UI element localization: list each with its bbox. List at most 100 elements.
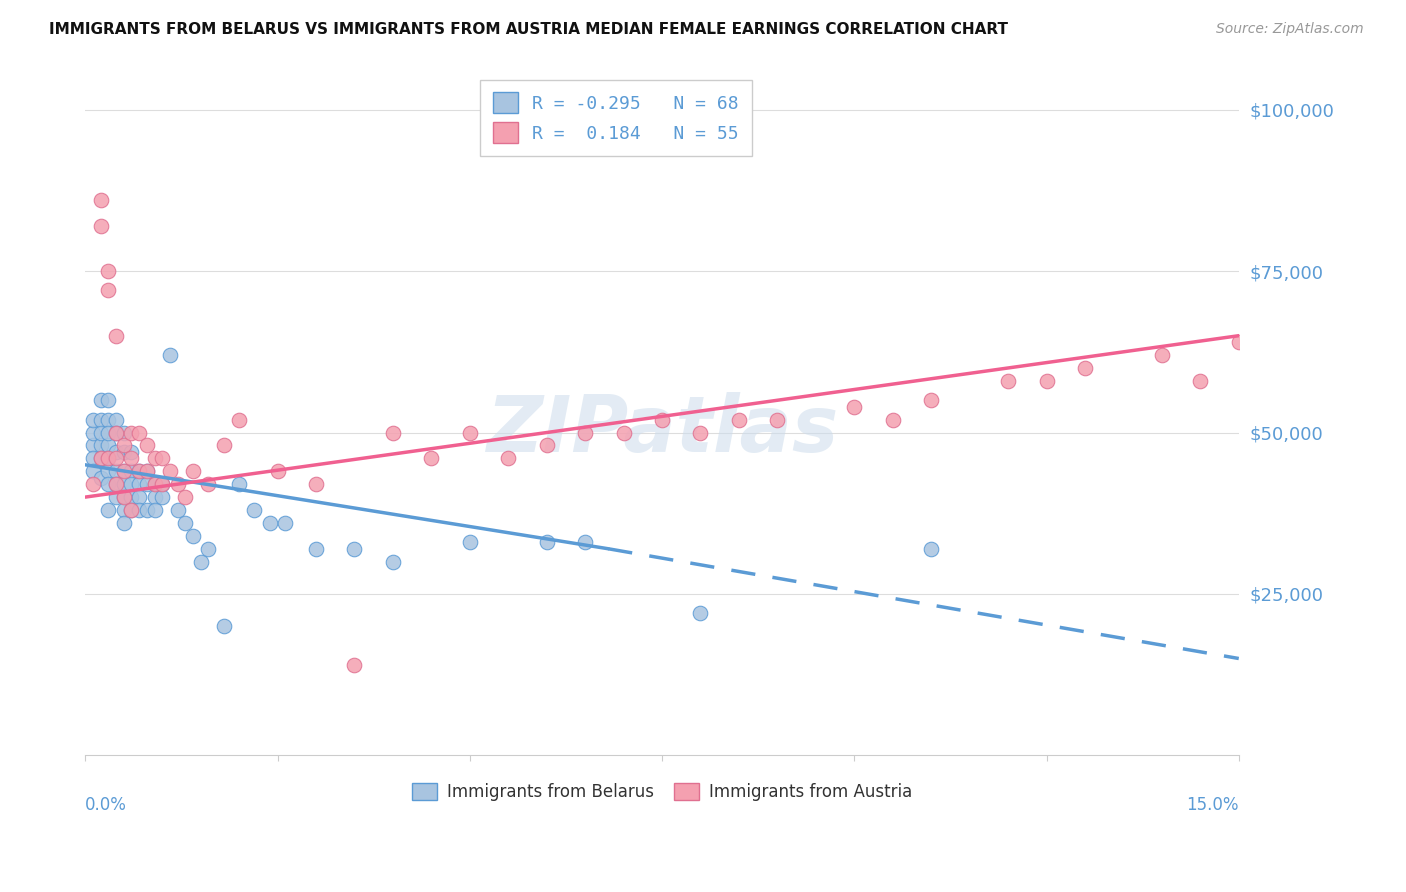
Point — [259, 516, 281, 530]
Point — [181, 464, 204, 478]
Point — [120, 503, 142, 517]
Point — [97, 503, 120, 517]
Point — [159, 464, 181, 478]
Point — [150, 477, 173, 491]
Text: Source: ZipAtlas.com: Source: ZipAtlas.com — [1216, 22, 1364, 37]
Point — [212, 619, 235, 633]
Point — [1074, 361, 1097, 376]
Point — [97, 393, 120, 408]
Point — [143, 490, 166, 504]
Point — [112, 490, 135, 504]
Point — [112, 464, 135, 478]
Point — [128, 464, 150, 478]
Point — [496, 451, 519, 466]
Point — [212, 438, 235, 452]
Point — [766, 412, 789, 426]
Point — [128, 464, 150, 478]
Point — [105, 490, 128, 504]
Point — [90, 193, 112, 207]
Point — [105, 477, 128, 491]
Point — [112, 516, 135, 530]
Point — [90, 451, 112, 466]
Point — [112, 490, 135, 504]
Point — [97, 438, 120, 452]
Point — [536, 535, 558, 549]
Point — [97, 412, 120, 426]
Legend: Immigrants from Belarus, Immigrants from Austria: Immigrants from Belarus, Immigrants from… — [405, 777, 920, 808]
Point — [90, 451, 112, 466]
Point — [82, 412, 104, 426]
Point — [143, 477, 166, 491]
Point — [305, 477, 328, 491]
Point — [120, 477, 142, 491]
Point — [120, 451, 142, 466]
Point — [97, 477, 120, 491]
Point — [120, 490, 142, 504]
Point — [90, 471, 112, 485]
Point — [1035, 374, 1057, 388]
Point — [920, 393, 942, 408]
Point — [128, 425, 150, 440]
Point — [266, 464, 288, 478]
Point — [112, 464, 135, 478]
Point — [120, 464, 142, 478]
Point — [105, 445, 128, 459]
Point — [381, 555, 404, 569]
Point — [90, 412, 112, 426]
Point — [97, 425, 120, 440]
Point — [381, 425, 404, 440]
Point — [228, 412, 250, 426]
Point — [920, 541, 942, 556]
Point — [135, 477, 157, 491]
Point — [105, 477, 128, 491]
Point — [135, 464, 157, 478]
Point — [458, 425, 481, 440]
Point — [1227, 335, 1250, 350]
Point — [458, 535, 481, 549]
Point — [613, 425, 636, 440]
Point — [82, 438, 104, 452]
Point — [305, 541, 328, 556]
Point — [135, 464, 157, 478]
Point — [105, 328, 128, 343]
Point — [112, 425, 135, 440]
Point — [82, 451, 104, 466]
Point — [105, 425, 128, 440]
Point — [120, 503, 142, 517]
Point — [420, 451, 443, 466]
Point — [143, 451, 166, 466]
Point — [90, 393, 112, 408]
Point — [997, 374, 1019, 388]
Point — [274, 516, 297, 530]
Point — [105, 425, 128, 440]
Text: 15.0%: 15.0% — [1187, 796, 1239, 814]
Point — [150, 477, 173, 491]
Point — [143, 477, 166, 491]
Text: IMMIGRANTS FROM BELARUS VS IMMIGRANTS FROM AUSTRIA MEDIAN FEMALE EARNINGS CORREL: IMMIGRANTS FROM BELARUS VS IMMIGRANTS FR… — [49, 22, 1008, 37]
Text: 0.0%: 0.0% — [86, 796, 127, 814]
Point — [90, 438, 112, 452]
Point — [112, 445, 135, 459]
Point — [844, 400, 866, 414]
Point — [90, 219, 112, 233]
Point — [689, 607, 711, 621]
Point — [343, 657, 366, 672]
Point — [728, 412, 751, 426]
Point — [120, 425, 142, 440]
Point — [343, 541, 366, 556]
Point — [150, 451, 173, 466]
Point — [90, 425, 112, 440]
Point — [120, 445, 142, 459]
Point — [105, 412, 128, 426]
Point — [166, 503, 188, 517]
Point — [574, 535, 596, 549]
Point — [97, 451, 120, 466]
Point — [128, 477, 150, 491]
Point — [112, 503, 135, 517]
Point — [143, 503, 166, 517]
Point — [243, 503, 266, 517]
Point — [112, 477, 135, 491]
Point — [97, 451, 120, 466]
Point — [190, 555, 212, 569]
Point — [150, 490, 173, 504]
